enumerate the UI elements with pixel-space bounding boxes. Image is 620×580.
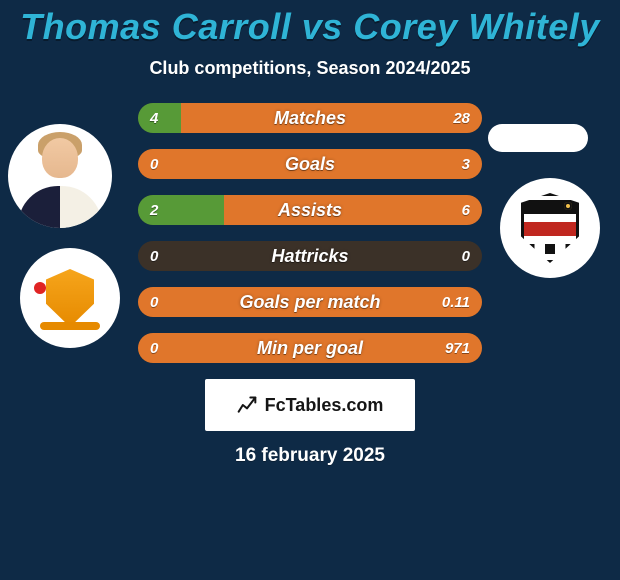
stat-value-right: 0.11 [442, 287, 470, 317]
brand-logo-icon [237, 395, 257, 415]
stat-bar: Matches4 28 [138, 103, 482, 133]
stat-value-right: 6 [462, 195, 470, 225]
stat-bar: Min per goal0 971 [138, 333, 482, 363]
brand-badge[interactable]: FcTables.com [205, 379, 415, 431]
stat-value-right: 28 [453, 103, 470, 133]
player-right-avatar [488, 124, 588, 152]
stat-value-left: 0 [150, 287, 158, 317]
stat-label: Goals [138, 149, 482, 179]
date-label: 16 february 2025 [0, 445, 620, 467]
subtitle: Club competitions, Season 2024/2025 [0, 58, 620, 79]
brand-label: FcTables.com [265, 395, 384, 416]
page-title: Thomas Carroll vs Corey Whitely [0, 0, 620, 48]
comparison-card: Thomas Carroll vs Corey Whitely Club com… [0, 0, 620, 580]
stat-bar: Assists2 6 [138, 195, 482, 225]
stat-label: Matches [138, 103, 482, 133]
player-left-club-badge [20, 248, 120, 348]
stat-bar: Hattricks0 0 [138, 241, 482, 271]
stat-label: Goals per match [138, 287, 482, 317]
stat-bar: Goals per match0 0.11 [138, 287, 482, 317]
stat-value-right: 3 [462, 149, 470, 179]
stat-value-right: 971 [445, 333, 470, 363]
stat-value-left: 0 [150, 333, 158, 363]
stat-value-left: 0 [150, 149, 158, 179]
stat-value-left: 2 [150, 195, 158, 225]
player-right-club-badge [500, 178, 600, 278]
player-left-avatar [8, 124, 112, 228]
stat-label: Min per goal [138, 333, 482, 363]
stat-value-left: 4 [150, 103, 158, 133]
stats-panel: Matches428Goals03Assists26Hattricks00Goa… [138, 103, 482, 363]
stat-label: Hattricks [138, 241, 482, 271]
stat-value-right: 0 [462, 241, 470, 271]
stat-label: Assists [138, 195, 482, 225]
stat-value-left: 0 [150, 241, 158, 271]
stat-bar: Goals0 3 [138, 149, 482, 179]
